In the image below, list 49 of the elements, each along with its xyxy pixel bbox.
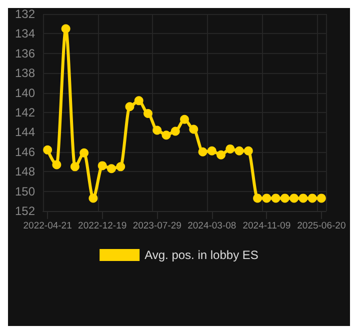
y-tick-label: 136 [14,46,36,60]
point [88,194,98,203]
y-tick-label: 152 [14,204,36,218]
point [116,162,126,172]
point [134,96,144,106]
x-tick-label: 2023-07-29 [132,220,182,232]
point [61,24,70,34]
point [43,145,52,154]
point [316,194,326,203]
point [189,124,198,134]
point [106,164,116,174]
x-tick-label: 2022-04-21 [23,220,72,232]
point [308,194,317,203]
y-tick-label: 142 [14,106,36,120]
point [52,160,62,170]
point [262,194,272,203]
point [198,147,208,156]
point [98,161,107,170]
y-tick-label: 140 [14,86,36,100]
point [298,194,308,203]
point [152,126,162,135]
y-tick-label: 146 [14,144,36,159]
point [253,194,262,203]
x-tick-label: 2024-03-08 [188,220,236,232]
point [180,114,189,124]
point [70,162,80,172]
point [162,130,171,140]
point [207,146,216,156]
point [280,194,290,203]
point [170,126,180,136]
legend-label: Avg. pos. in lobby ES [144,248,258,262]
point [125,102,134,112]
point [244,146,253,156]
x-tick-label: 2025-06-20 [297,220,346,232]
y-tick-label: 144 [14,125,36,140]
y-tick-label: 134 [14,26,36,41]
point [271,194,280,203]
y-tick-label: 132 [14,7,36,21]
point [290,194,299,203]
point [216,150,226,160]
x-tick-label: 2022-12-19 [78,220,127,232]
y-tick-label: 148 [14,164,36,179]
point [226,144,235,154]
x-tick-label: 2024-11-09 [242,220,291,232]
y-tick-label: 138 [14,66,36,80]
y-tick-label: 150 [14,184,36,198]
point [234,146,244,156]
point [143,108,152,118]
point [80,148,89,158]
